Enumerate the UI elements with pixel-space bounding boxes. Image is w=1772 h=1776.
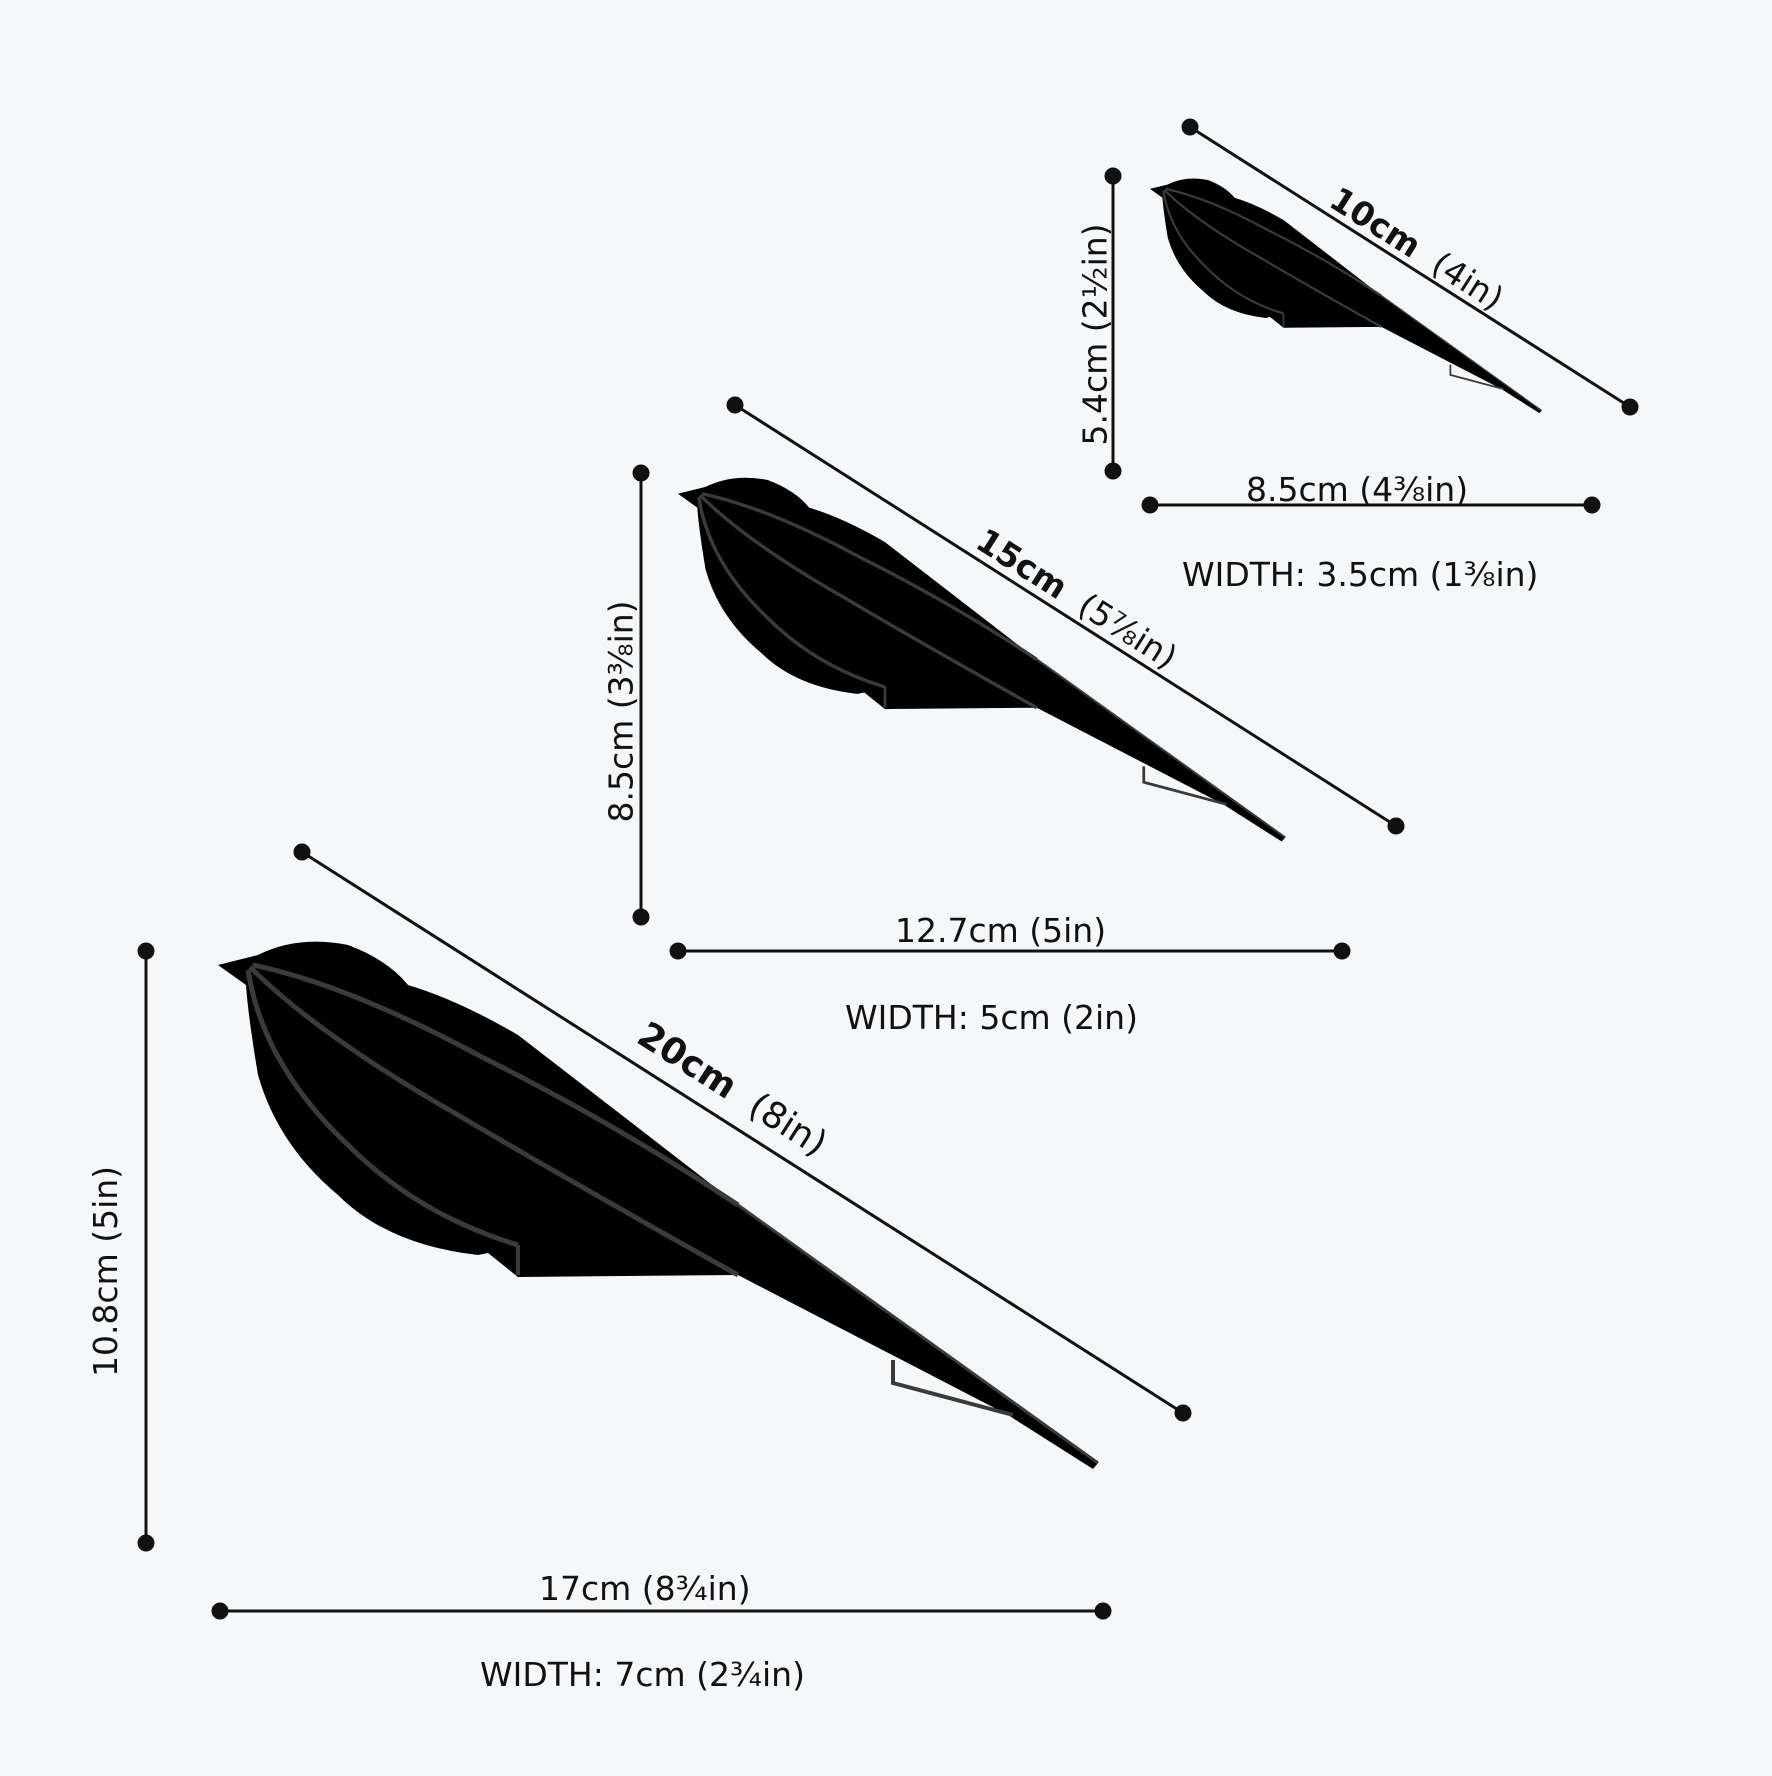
medium-span-label: 12.7cm (5in) — [895, 911, 1107, 950]
small-height-label: 5.4cm (2½in) — [1075, 223, 1115, 446]
medium-width-label: WIDTH: 5cm (2in) — [845, 998, 1138, 1037]
large-width-label: WIDTH: 7cm (2¾in) — [480, 1655, 805, 1694]
small-length-line — [1189, 125, 1631, 409]
small-span-label: 8.5cm (4⅜in) — [1246, 470, 1469, 509]
large-length-line — [301, 850, 1184, 1415]
large-span-label: 17cm (8¾in) — [539, 1569, 751, 1608]
small-width-label: WIDTH: 3.5cm (1⅜in) — [1182, 555, 1539, 594]
medium-length-line — [734, 403, 1397, 828]
dimension-lines — [137, 118, 1639, 1620]
large-height-label: 10.8cm (5in) — [86, 1165, 126, 1378]
medium-height-label: 8.5cm (3⅜in) — [601, 600, 641, 823]
